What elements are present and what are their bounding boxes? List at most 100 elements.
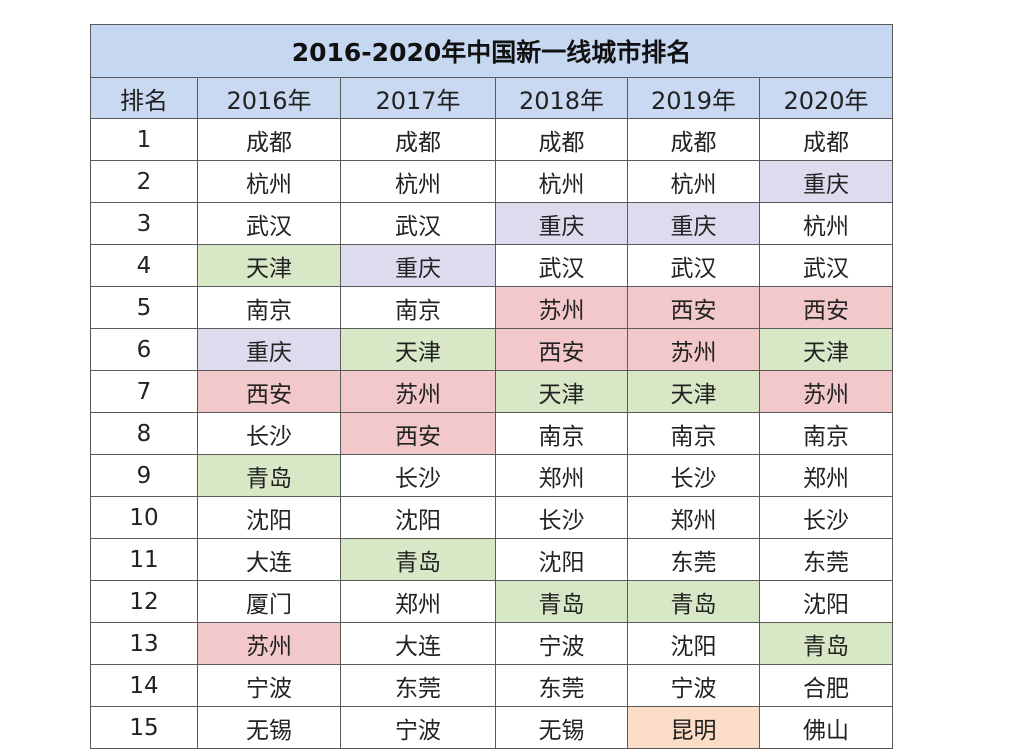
city-cell-2019: 青岛 bbox=[627, 580, 760, 623]
header-rank: 排名 bbox=[90, 77, 198, 119]
city-cell-2020: 重庆 bbox=[759, 160, 893, 203]
city-cell-2020: 成都 bbox=[759, 118, 893, 161]
city-cell-2018: 无锡 bbox=[495, 706, 628, 749]
rank-cell: 4 bbox=[90, 244, 198, 287]
city-cell-2020: 天津 bbox=[759, 328, 893, 371]
city-cell-2020: 南京 bbox=[759, 412, 893, 455]
city-cell-2018: 青岛 bbox=[495, 580, 628, 623]
city-cell-2019: 宁波 bbox=[627, 664, 760, 707]
city-cell-2020: 西安 bbox=[759, 286, 893, 329]
city-cell-2020: 苏州 bbox=[759, 370, 893, 413]
table-row: 4 天津 重庆 武汉 武汉 武汉 bbox=[90, 244, 893, 287]
rank-cell: 13 bbox=[90, 622, 198, 665]
city-cell-2017: 重庆 bbox=[340, 244, 496, 287]
city-cell-2018: 郑州 bbox=[495, 454, 628, 497]
city-cell-2018: 南京 bbox=[495, 412, 628, 455]
city-cell-2017: 宁波 bbox=[340, 706, 496, 749]
city-cell-2020: 沈阳 bbox=[759, 580, 893, 623]
city-cell-2019: 天津 bbox=[627, 370, 760, 413]
city-cell-2019: 长沙 bbox=[627, 454, 760, 497]
header-row: 排名 2016年 2017年 2018年 2019年 2020年 bbox=[90, 77, 893, 119]
city-cell-2016: 沈阳 bbox=[197, 496, 341, 539]
city-cell-2016: 天津 bbox=[197, 244, 341, 287]
city-cell-2020: 合肥 bbox=[759, 664, 893, 707]
city-cell-2020: 郑州 bbox=[759, 454, 893, 497]
rank-cell: 5 bbox=[90, 286, 198, 329]
table-title: 2016-2020年中国新一线城市排名 bbox=[90, 24, 893, 78]
header-2017: 2017年 bbox=[340, 77, 496, 119]
city-cell-2020: 东莞 bbox=[759, 538, 893, 581]
header-2019: 2019年 bbox=[627, 77, 760, 119]
table-row: 13 苏州 大连 宁波 沈阳 青岛 bbox=[90, 622, 893, 665]
city-cell-2016: 宁波 bbox=[197, 664, 341, 707]
city-cell-2020: 杭州 bbox=[759, 202, 893, 245]
table-row: 12 厦门 郑州 青岛 青岛 沈阳 bbox=[90, 580, 893, 623]
city-cell-2017: 成都 bbox=[340, 118, 496, 161]
city-cell-2018: 宁波 bbox=[495, 622, 628, 665]
table-body: 1 成都 成都 成都 成都 成都 2 杭州 杭州 杭州 杭州 重庆 3 武汉 武汉 重庆 重庆 杭州 4 天津 重庆 武汉… bbox=[90, 118, 893, 749]
city-cell-2019: 郑州 bbox=[627, 496, 760, 539]
table-row: 6 重庆 天津 西安 苏州 天津 bbox=[90, 328, 893, 371]
city-cell-2020: 武汉 bbox=[759, 244, 893, 287]
table-row: 1 成都 成都 成都 成都 成都 bbox=[90, 118, 893, 161]
rank-cell: 6 bbox=[90, 328, 198, 371]
table-row: 14 宁波 东莞 东莞 宁波 合肥 bbox=[90, 664, 893, 707]
table-row: 3 武汉 武汉 重庆 重庆 杭州 bbox=[90, 202, 893, 245]
city-cell-2016: 西安 bbox=[197, 370, 341, 413]
rank-cell: 1 bbox=[90, 118, 198, 161]
city-cell-2016: 长沙 bbox=[197, 412, 341, 455]
table-row: 7 西安 苏州 天津 天津 苏州 bbox=[90, 370, 893, 413]
city-cell-2017: 大连 bbox=[340, 622, 496, 665]
city-cell-2018: 长沙 bbox=[495, 496, 628, 539]
city-cell-2016: 杭州 bbox=[197, 160, 341, 203]
city-cell-2016: 武汉 bbox=[197, 202, 341, 245]
city-cell-2017: 武汉 bbox=[340, 202, 496, 245]
city-cell-2017: 沈阳 bbox=[340, 496, 496, 539]
table-row: 2 杭州 杭州 杭州 杭州 重庆 bbox=[90, 160, 893, 203]
city-cell-2016: 成都 bbox=[197, 118, 341, 161]
city-cell-2017: 青岛 bbox=[340, 538, 496, 581]
table-row: 11 大连 青岛 沈阳 东莞 东莞 bbox=[90, 538, 893, 581]
rank-cell: 12 bbox=[90, 580, 198, 623]
city-cell-2018: 成都 bbox=[495, 118, 628, 161]
city-cell-2017: 西安 bbox=[340, 412, 496, 455]
city-cell-2019: 武汉 bbox=[627, 244, 760, 287]
table-row: 10 沈阳 沈阳 长沙 郑州 长沙 bbox=[90, 496, 893, 539]
rank-cell: 7 bbox=[90, 370, 198, 413]
rank-cell: 9 bbox=[90, 454, 198, 497]
city-cell-2018: 杭州 bbox=[495, 160, 628, 203]
header-2016: 2016年 bbox=[197, 77, 341, 119]
city-cell-2017: 长沙 bbox=[340, 454, 496, 497]
city-cell-2018: 西安 bbox=[495, 328, 628, 371]
city-cell-2016: 厦门 bbox=[197, 580, 341, 623]
table-row: 15 无锡 宁波 无锡 昆明 佛山 bbox=[90, 706, 893, 749]
city-cell-2019: 西安 bbox=[627, 286, 760, 329]
city-cell-2016: 苏州 bbox=[197, 622, 341, 665]
header-2020: 2020年 bbox=[759, 77, 893, 119]
city-cell-2017: 南京 bbox=[340, 286, 496, 329]
city-cell-2019: 成都 bbox=[627, 118, 760, 161]
table-row: 8 长沙 西安 南京 南京 南京 bbox=[90, 412, 893, 455]
rank-cell: 11 bbox=[90, 538, 198, 581]
city-cell-2018: 重庆 bbox=[495, 202, 628, 245]
rank-cell: 8 bbox=[90, 412, 198, 455]
city-cell-2017: 苏州 bbox=[340, 370, 496, 413]
city-cell-2019: 苏州 bbox=[627, 328, 760, 371]
rank-cell: 10 bbox=[90, 496, 198, 539]
city-cell-2016: 南京 bbox=[197, 286, 341, 329]
city-cell-2020: 长沙 bbox=[759, 496, 893, 539]
city-cell-2016: 无锡 bbox=[197, 706, 341, 749]
city-cell-2018: 东莞 bbox=[495, 664, 628, 707]
header-2018: 2018年 bbox=[495, 77, 628, 119]
rank-cell: 15 bbox=[90, 706, 198, 749]
table-row: 5 南京 南京 苏州 西安 西安 bbox=[90, 286, 893, 329]
city-cell-2018: 天津 bbox=[495, 370, 628, 413]
rank-cell: 14 bbox=[90, 664, 198, 707]
city-cell-2018: 苏州 bbox=[495, 286, 628, 329]
city-cell-2019: 南京 bbox=[627, 412, 760, 455]
city-cell-2018: 武汉 bbox=[495, 244, 628, 287]
title-row: 2016-2020年中国新一线城市排名 bbox=[90, 24, 893, 78]
table-row: 9 青岛 长沙 郑州 长沙 郑州 bbox=[90, 454, 893, 497]
city-cell-2018: 沈阳 bbox=[495, 538, 628, 581]
city-cell-2019: 杭州 bbox=[627, 160, 760, 203]
